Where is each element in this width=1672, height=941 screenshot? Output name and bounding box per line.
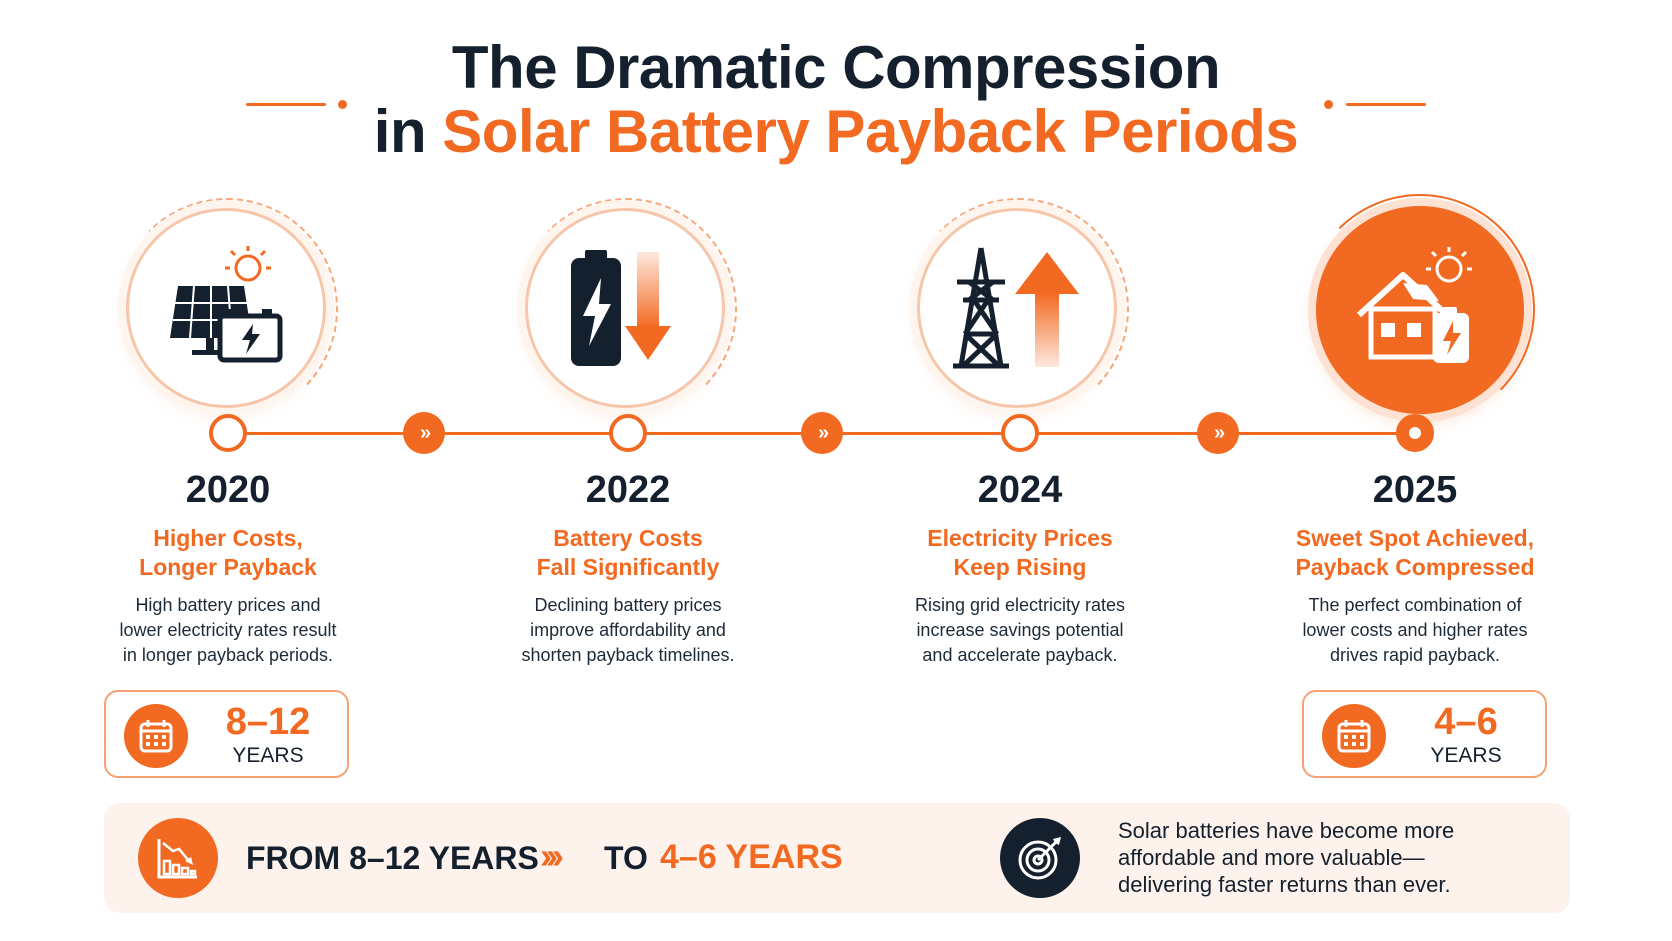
year-label: 2024 — [977, 469, 1063, 511]
timeline-chevron-1: » — [403, 412, 445, 454]
milestone-heading-line-1: Sweet Spot Achieved, — [1295, 525, 1535, 551]
solar-panel-battery-icon — [170, 246, 283, 363]
title-deco-dot-left — [338, 100, 347, 109]
year-label: 2022 — [585, 469, 671, 511]
milestone-desc-line-1: High battery prices and — [135, 595, 321, 615]
summary-line-1: Solar batteries have become more — [1118, 818, 1455, 843]
milestone-desc-line-3: drives rapid payback. — [1329, 645, 1501, 665]
title-deco-line-right — [1346, 103, 1426, 106]
target-icon — [1000, 818, 1080, 898]
deco-arc-4 — [1305, 194, 1535, 424]
milestone-icon-circle-2024 — [917, 208, 1117, 408]
title-prefix: in — [373, 98, 443, 165]
payback-pill-end: 4–6 YEARS — [1302, 690, 1547, 778]
calendar-icon — [124, 704, 188, 768]
milestone-desc-line-1: Declining battery prices — [534, 595, 722, 615]
banner-to-value: 4–6 YEARS — [660, 838, 843, 876]
milestone-heading-line-2: Fall Significantly — [536, 554, 720, 580]
banner-arrows: ››› — [540, 835, 564, 876]
timeline-node-2022 — [609, 414, 647, 452]
title-deco-line-left — [246, 103, 326, 106]
milestone-desc-line-2: lower costs and higher rates — [1302, 620, 1528, 640]
deco-arc-3 — [907, 198, 1129, 420]
timeline-node-2020 — [209, 414, 247, 452]
calendar-icon — [1322, 704, 1386, 768]
page-title-line-2: in Solar Battery Payback Periods — [0, 102, 1672, 162]
milestone-desc-line-3: and accelerate payback. — [922, 645, 1118, 665]
payback-value: 4–6 — [1434, 701, 1498, 743]
payback-value: 8–12 — [225, 701, 311, 743]
banner-summary: Solar batteries have become more afforda… — [1118, 817, 1518, 898]
page-title-line-1: The Dramatic Compression — [451, 34, 1221, 101]
summary-line-2: affordable and more valuable— — [1118, 845, 1425, 870]
milestone-heading-line-1: Battery Costs — [553, 525, 703, 551]
summary-banner: FROM 8–12 YEARS ››› TO 4–6 YEARS Solar b… — [104, 803, 1570, 913]
milestone-desc-line-2: increase savings potential — [916, 620, 1124, 640]
timeline-node-2025 — [1396, 414, 1434, 452]
deco-arc-2 — [515, 198, 737, 420]
year-label: 2020 — [185, 469, 271, 511]
banner-from-text: FROM 8–12 YEARS — [246, 840, 539, 876]
power-tower-up-arrow-icon — [953, 247, 1079, 369]
milestone-icon-circle-2025 — [1316, 206, 1524, 414]
milestone-heading-line-1: Higher Costs, — [153, 525, 303, 551]
milestone-desc-line-2: lower electricity rates result — [119, 620, 337, 640]
title-accent: Solar Battery Payback Periods — [442, 98, 1299, 165]
house-solar-battery-icon — [1356, 247, 1472, 363]
milestone-heading-line-2: Longer Payback — [139, 554, 317, 580]
milestone-heading-line-1: Electricity Prices — [927, 525, 1113, 551]
milestone-desc-line-1: The perfect combination of — [1308, 595, 1522, 615]
timeline-chevron-3: » — [1197, 412, 1239, 454]
milestone-desc-line-1: Rising grid electricity rates — [914, 595, 1126, 615]
milestone-heading-line-2: Payback Compressed — [1295, 554, 1535, 580]
milestone-heading-line-2: Keep Rising — [953, 554, 1087, 580]
payback-pill-start: 8–12 YEARS — [104, 690, 349, 778]
milestone-desc-line-3: shorten payback timelines. — [521, 645, 735, 665]
year-label: 2025 — [1372, 469, 1458, 511]
milestone-icon-circle-2022 — [525, 208, 725, 408]
battery-down-arrow-icon — [571, 250, 671, 366]
milestone-desc-line-3: in longer payback periods. — [122, 645, 334, 665]
timeline-node-2024 — [1001, 414, 1039, 452]
payback-unit: YEARS — [232, 744, 304, 767]
title-deco-dot-right — [1324, 100, 1333, 109]
payback-unit: YEARS — [1430, 744, 1502, 767]
summary-line-3: delivering faster returns than ever. — [1118, 872, 1451, 897]
banner-to-text: TO — [604, 840, 648, 876]
deco-arc-1 — [116, 198, 338, 420]
declining-chart-icon — [138, 818, 218, 898]
timeline-chevron-2: » — [801, 412, 843, 454]
milestone-icon-circle-2020 — [126, 208, 326, 408]
milestone-desc-line-2: improve affordability and — [530, 620, 726, 640]
